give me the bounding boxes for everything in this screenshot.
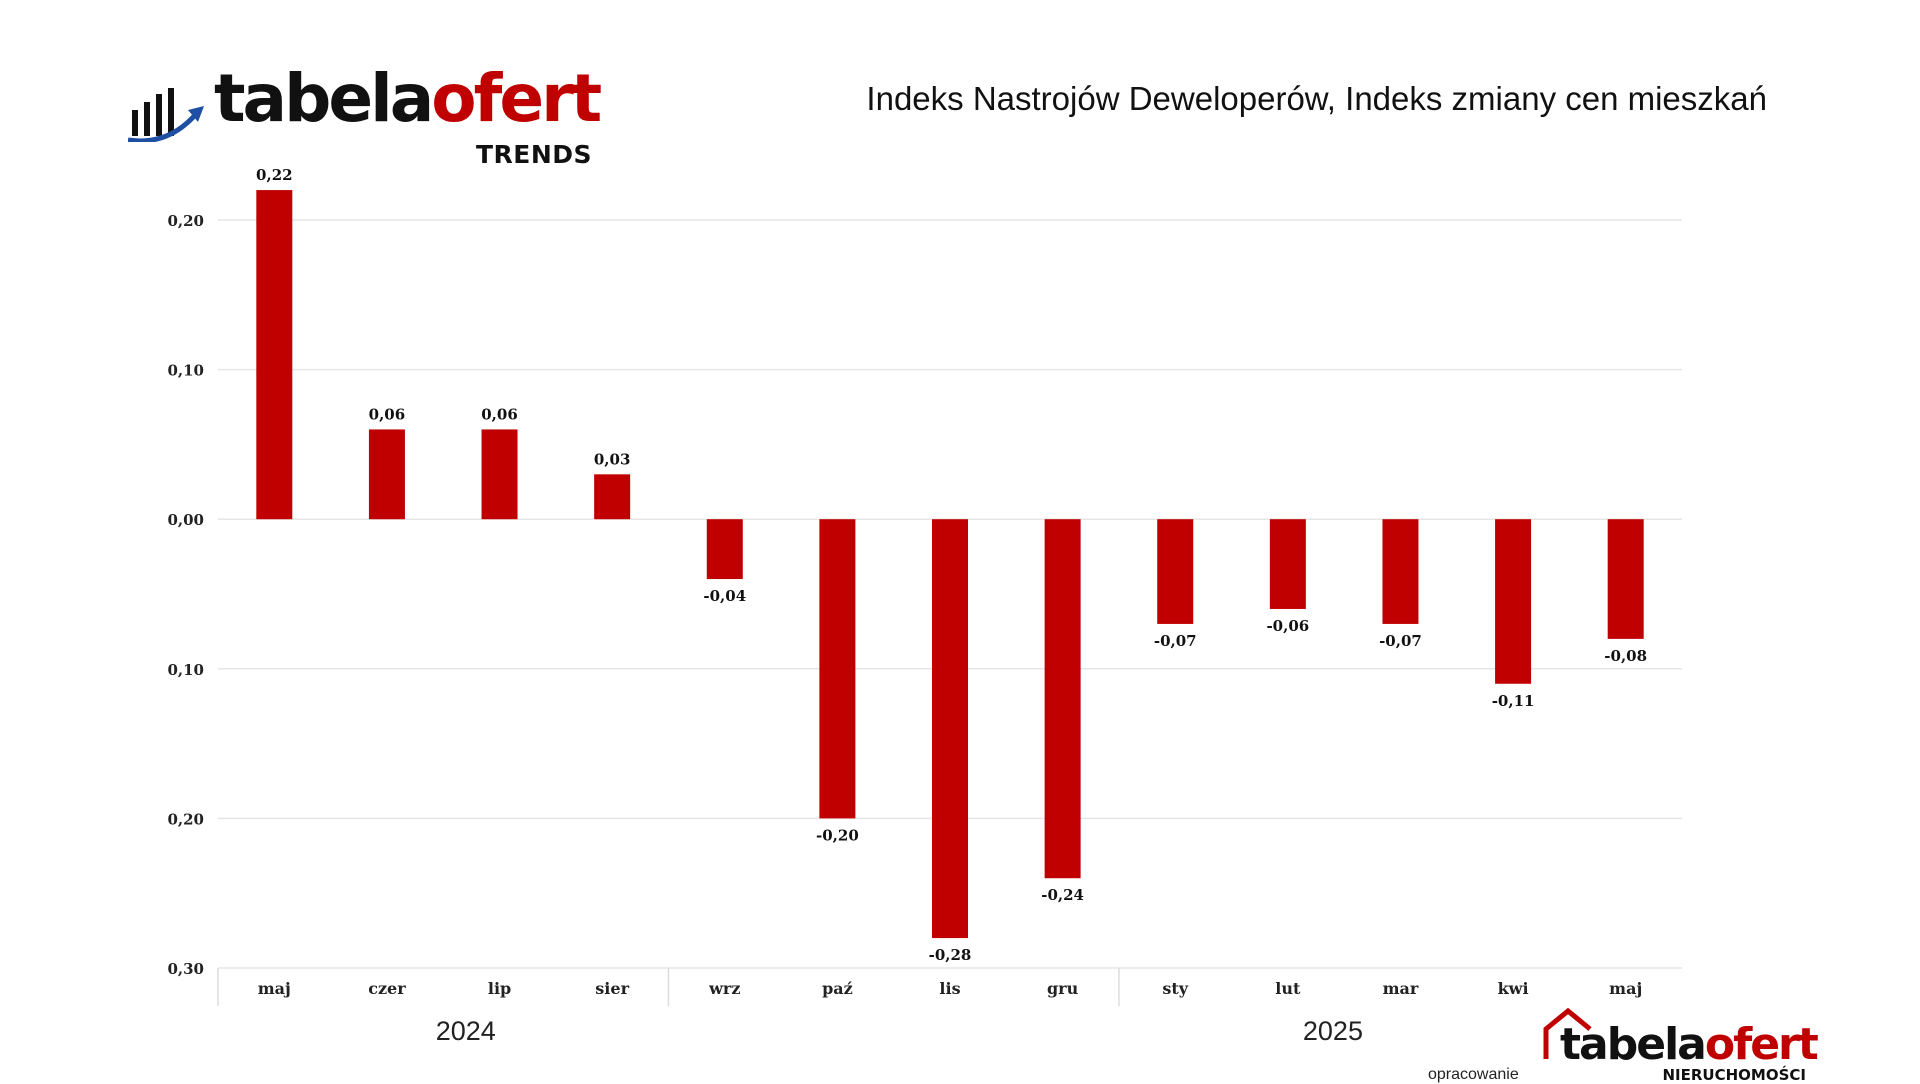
x-tick-label: czer	[368, 979, 406, 998]
logo-bottom-wordmark: tabelaofert	[1560, 1019, 1819, 1070]
bar	[1495, 519, 1532, 684]
bar	[1157, 519, 1194, 624]
x-tick-label: mar	[1383, 979, 1419, 998]
y-tick-label: 0,10	[167, 362, 204, 380]
bar	[819, 519, 856, 819]
data-label: -0,07	[1154, 632, 1197, 650]
x-tick-label: gru	[1047, 979, 1079, 998]
x-tick-label: maj	[258, 979, 291, 998]
data-label: -0,28	[929, 946, 972, 964]
x-tick-label: kwi	[1498, 979, 1529, 998]
x-tick-label: paź	[822, 979, 853, 998]
data-label: 0,22	[256, 166, 293, 184]
data-label: 0,06	[481, 405, 518, 423]
bar	[1382, 519, 1419, 624]
data-label: -0,04	[703, 587, 746, 605]
bar	[594, 474, 631, 520]
bar	[256, 190, 293, 520]
data-label: -0,11	[1492, 692, 1535, 710]
data-label: -0,06	[1266, 617, 1309, 635]
bar	[932, 519, 968, 939]
x-tick-label: lut	[1275, 979, 1301, 998]
data-label: 0,06	[369, 405, 406, 423]
data-label: -0,08	[1604, 647, 1647, 665]
chart-title: Indeks Nastrojów Deweloperów, Indeks zmi…	[866, 80, 1767, 117]
logo-bottom-subtitle: NIERUCHOMOŚCI	[1662, 1066, 1807, 1084]
bar	[706, 519, 743, 580]
bar	[1607, 519, 1644, 639]
year-label-2024: 2024	[435, 1016, 496, 1046]
bar	[481, 429, 518, 520]
data-label: -0,20	[816, 826, 859, 844]
y-tick-label: 0,00	[167, 511, 204, 529]
y-tick-label: 0,30	[167, 960, 204, 978]
brand-logo-top: tabelaofert TRENDS	[128, 66, 608, 170]
x-tick-label: wrz	[708, 979, 740, 998]
x-tick-label: sier	[595, 979, 629, 998]
bar-chart-arrow-icon	[128, 88, 204, 142]
bar	[368, 429, 405, 520]
x-tick-label: sty	[1162, 979, 1188, 998]
credit-text: opracowanie	[1428, 1066, 1519, 1083]
bar	[1269, 519, 1306, 609]
year-label-2025: 2025	[1302, 1016, 1363, 1046]
bar	[1044, 519, 1081, 879]
x-tick-label: lis	[939, 979, 960, 998]
y-tick-label: 0,10	[167, 661, 204, 679]
y-tick-label: 0,20	[167, 810, 204, 828]
logo-subtitle: TRENDS	[475, 140, 592, 169]
brand-logo-bottom: tabelaofert NIERUCHOMOŚCI	[1540, 1005, 1819, 1084]
x-tick-label: lip	[488, 979, 511, 998]
data-label: -0,07	[1379, 632, 1422, 650]
x-tick-label: maj	[1609, 979, 1642, 998]
house-outline-icon	[1543, 1007, 1592, 1059]
y-tick-label: 0,20	[167, 212, 204, 230]
data-label: 0,03	[594, 450, 631, 468]
data-label: -0,24	[1041, 886, 1084, 904]
logo-wordmark: tabelaofert	[214, 60, 602, 137]
